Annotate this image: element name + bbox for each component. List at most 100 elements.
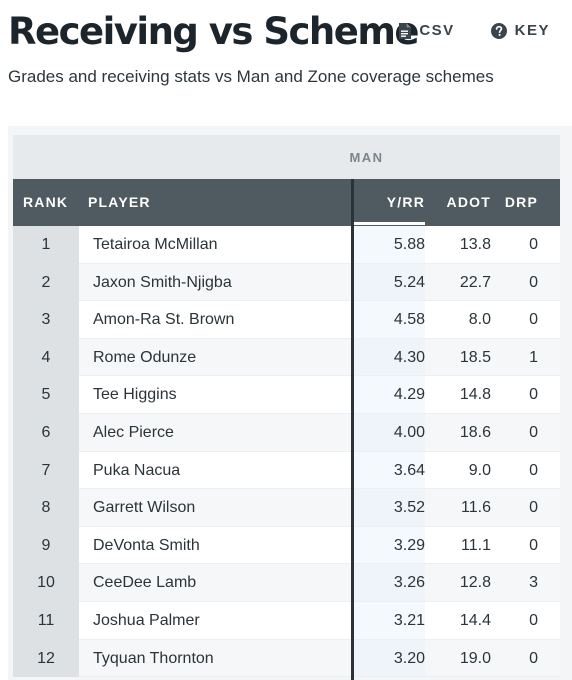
yrr-value: 3.26 bbox=[393, 574, 425, 592]
adot-value: 11.1 bbox=[461, 536, 491, 554]
group-header-man: MAN bbox=[13, 135, 560, 179]
csv-button[interactable]: CSV bbox=[398, 22, 454, 39]
table-row[interactable]: 9 DeVonta Smith 3.29 11.1 0 bbox=[13, 526, 560, 565]
rank-cell: 12 bbox=[13, 639, 79, 678]
yrr-value: 5.88 bbox=[393, 236, 425, 253]
row-cells: Tee Higgins 4.29 14.8 0 bbox=[79, 376, 560, 414]
column-header-yrr[interactable]: Y/RR bbox=[386, 194, 425, 210]
key-button[interactable]: KEY bbox=[490, 22, 550, 39]
row-separator bbox=[79, 525, 560, 527]
player-name[interactable]: Rome Odunze bbox=[93, 348, 197, 366]
row-separator bbox=[79, 412, 560, 414]
csv-label: CSV bbox=[419, 22, 455, 39]
table-row[interactable]: 5 Tee Higgins 4.29 14.8 0 bbox=[13, 376, 560, 414]
player-name[interactable]: Joshua Palmer bbox=[93, 611, 200, 629]
drp-value: 0 bbox=[529, 649, 538, 667]
help-circle-icon bbox=[490, 22, 507, 39]
table-row[interactable]: 3 Amon-Ra St. Brown 4.58 8.0 0 bbox=[13, 301, 560, 339]
key-label: KEY bbox=[514, 22, 550, 39]
column-header-player[interactable]: PLAYER bbox=[88, 194, 151, 210]
player-name[interactable]: Tee Higgins bbox=[93, 386, 177, 404]
row-cells: Alec Pierce 4.00 18.6 0 bbox=[79, 413, 560, 452]
row-cells: DeVonta Smith 3.29 11.1 0 bbox=[79, 526, 560, 565]
sorted-column-highlight bbox=[353, 489, 425, 527]
rank-cell: 4 bbox=[13, 338, 79, 377]
page-title: Receiving vs Scheme bbox=[8, 10, 420, 53]
rank-cell: 11 bbox=[13, 601, 79, 640]
column-header-rank[interactable]: RANK bbox=[23, 194, 69, 210]
rank-cell: 6 bbox=[13, 413, 79, 452]
rank-cell: 5 bbox=[13, 376, 79, 414]
player-name[interactable]: Tyquan Thornton bbox=[93, 649, 214, 667]
player-name[interactable]: Amon-Ra St. Brown bbox=[93, 311, 235, 329]
sorted-column-highlight bbox=[353, 338, 425, 377]
drp-value: 0 bbox=[529, 499, 538, 517]
rank-cell: 1 bbox=[13, 226, 79, 264]
yrr-value: 3.20 bbox=[393, 649, 425, 667]
row-cells: Joshua Palmer 3.21 14.4 0 bbox=[79, 601, 560, 640]
yrr-value: 4.29 bbox=[393, 386, 425, 404]
sorted-column-highlight bbox=[353, 413, 425, 452]
table-row[interactable]: 1 Tetairoa McMillan 5.88 13.8 0 bbox=[13, 226, 560, 264]
row-separator bbox=[79, 450, 560, 452]
table-row[interactable]: 12 Tyquan Thornton 3.20 19.0 0 bbox=[13, 639, 560, 678]
drp-value: 1 bbox=[529, 348, 538, 366]
table-row[interactable]: 2 Jaxon Smith-Njigba 5.24 22.7 0 bbox=[13, 263, 560, 302]
column-header-row: RANK PLAYER Y/RR ADOT DRP bbox=[13, 179, 560, 226]
column-header-drp[interactable]: DRP bbox=[504, 194, 538, 210]
sorted-column-highlight bbox=[353, 263, 425, 302]
sorted-column-highlight bbox=[353, 601, 425, 640]
drp-value: 0 bbox=[529, 386, 538, 404]
row-separator bbox=[79, 337, 560, 339]
yrr-value: 3.21 bbox=[393, 611, 425, 629]
rank-cell: 7 bbox=[13, 451, 79, 490]
sorted-column-highlight bbox=[353, 526, 425, 565]
adot-value: 18.6 bbox=[459, 423, 491, 441]
rank-cell: 2 bbox=[13, 263, 79, 302]
adot-value: 9.0 bbox=[468, 461, 491, 479]
player-name[interactable]: Puka Nacua bbox=[93, 461, 181, 479]
rank-cell: 8 bbox=[13, 489, 79, 527]
stats-table: MAN RANK PLAYER Y/RR ADOT DRP 1 Tetairoa … bbox=[8, 126, 572, 680]
column-header-adot[interactable]: ADOT bbox=[446, 194, 491, 210]
table-row[interactable]: 11 Joshua Palmer 3.21 14.4 0 bbox=[13, 601, 560, 640]
row-separator bbox=[79, 262, 560, 264]
drp-value: 0 bbox=[529, 423, 538, 441]
row-cells: Tyquan Thornton 3.20 19.0 0 bbox=[79, 639, 560, 678]
player-name[interactable]: CeeDee Lamb bbox=[93, 574, 197, 592]
player-name[interactable]: Garrett Wilson bbox=[93, 499, 196, 517]
rank-cell: 3 bbox=[13, 301, 79, 339]
table-row[interactable]: 7 Puka Nacua 3.64 9.0 0 bbox=[13, 451, 560, 490]
adot-value: 13.8 bbox=[459, 236, 491, 253]
row-separator bbox=[79, 563, 560, 565]
player-name[interactable]: Tetairoa McMillan bbox=[93, 236, 218, 253]
table-row[interactable]: 8 Garrett Wilson 3.52 11.6 0 bbox=[13, 489, 560, 527]
row-separator bbox=[79, 638, 560, 640]
rank-cell: 9 bbox=[13, 526, 79, 565]
column-divider bbox=[351, 179, 354, 680]
player-name[interactable]: Jaxon Smith-Njigba bbox=[93, 273, 232, 291]
row-cells: Puka Nacua 3.64 9.0 0 bbox=[79, 451, 560, 490]
yrr-value: 3.64 bbox=[393, 461, 425, 479]
adot-value: 14.8 bbox=[459, 386, 491, 404]
table-body: 1 Tetairoa McMillan 5.88 13.8 0 2 Jaxon Smith-… bbox=[13, 226, 560, 678]
table-row[interactable]: 4 Rome Odunze 4.30 18.5 1 bbox=[13, 338, 560, 377]
adot-value: 11.6 bbox=[461, 499, 491, 517]
yrr-value: 3.52 bbox=[393, 499, 425, 517]
page-subtitle: Grades and receiving stats vs Man and Zo… bbox=[8, 67, 494, 86]
player-name[interactable]: Alec Pierce bbox=[93, 423, 174, 441]
player-name[interactable]: DeVonta Smith bbox=[93, 536, 200, 554]
drp-value: 0 bbox=[529, 611, 538, 629]
sorted-column-highlight bbox=[353, 376, 425, 414]
drp-value: 0 bbox=[529, 311, 538, 329]
adot-value: 12.8 bbox=[459, 574, 491, 592]
table-row[interactable]: 10 CeeDee Lamb 3.26 12.8 3 bbox=[13, 564, 560, 602]
adot-value: 18.5 bbox=[459, 348, 491, 366]
adot-value: 22.7 bbox=[459, 273, 491, 291]
sorted-column-highlight bbox=[353, 451, 425, 490]
row-cells: Tetairoa McMillan 5.88 13.8 0 bbox=[79, 226, 560, 264]
table-row[interactable]: 6 Alec Pierce 4.00 18.6 0 bbox=[13, 413, 560, 452]
row-cells: Jaxon Smith-Njigba 5.24 22.7 0 bbox=[79, 263, 560, 302]
yrr-value: 5.24 bbox=[393, 273, 425, 291]
drp-value: 0 bbox=[529, 236, 538, 253]
